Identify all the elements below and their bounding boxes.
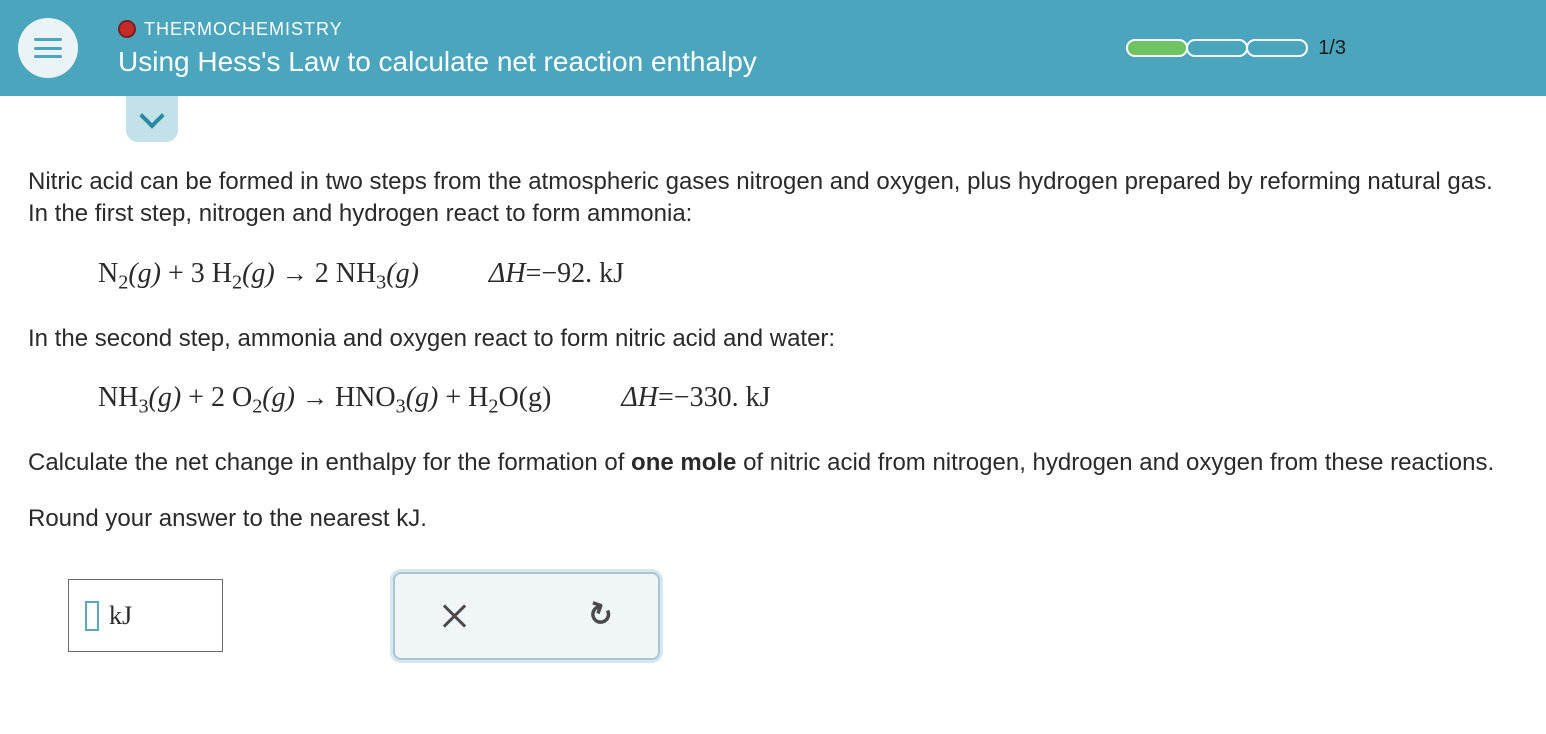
tool-panel: ↺ [393,572,660,661]
progress-segments [1126,39,1308,57]
input-cursor-icon [85,601,99,631]
progress-seg-3 [1246,39,1308,57]
intro-text: Nitric acid can be formed in two steps f… [28,166,1518,231]
reset-button[interactable]: ↺ [581,592,618,639]
equation-2: NH3(g) + 2 O2(g) → HNO3(g) + H2O(g) ΔH=−… [98,379,1518,417]
answer-input[interactable]: kJ [68,579,223,652]
problem-content: Nitric acid can be formed in two steps f… [0,96,1546,690]
round-hint: Round your answer to the nearest kJ. [28,503,1518,535]
equation-1: N2(g) + 3 H2(g) → 2 NH3(g) ΔH=−92. kJ [98,255,1518,293]
delta-h-1: ΔH=−92. kJ [489,255,624,293]
title-block: THERMOCHEMISTRY Using Hess's Law to calc… [118,19,1126,78]
expand-button[interactable] [126,96,178,142]
topic-label: THERMOCHEMISTRY [144,19,343,40]
record-icon [118,20,136,38]
progress-label: 1/3 [1318,37,1346,60]
page-title: Using Hess's Law to calculate net reacti… [118,46,1126,78]
answer-unit: kJ [109,598,132,633]
delta-h-2: ΔH=−330. kJ [621,379,770,417]
app-header: THERMOCHEMISTRY Using Hess's Law to calc… [0,0,1546,96]
menu-button[interactable] [18,18,78,78]
question-text: Calculate the net change in enthalpy for… [28,447,1518,479]
chevron-down-icon [139,103,164,128]
mid-text: In the second step, ammonia and oxygen r… [28,323,1518,355]
progress-seg-2 [1186,39,1248,57]
clear-button[interactable] [441,603,467,629]
progress-indicator: 1/3 [1126,37,1346,60]
hamburger-icon [34,38,62,58]
progress-seg-1 [1126,39,1188,57]
